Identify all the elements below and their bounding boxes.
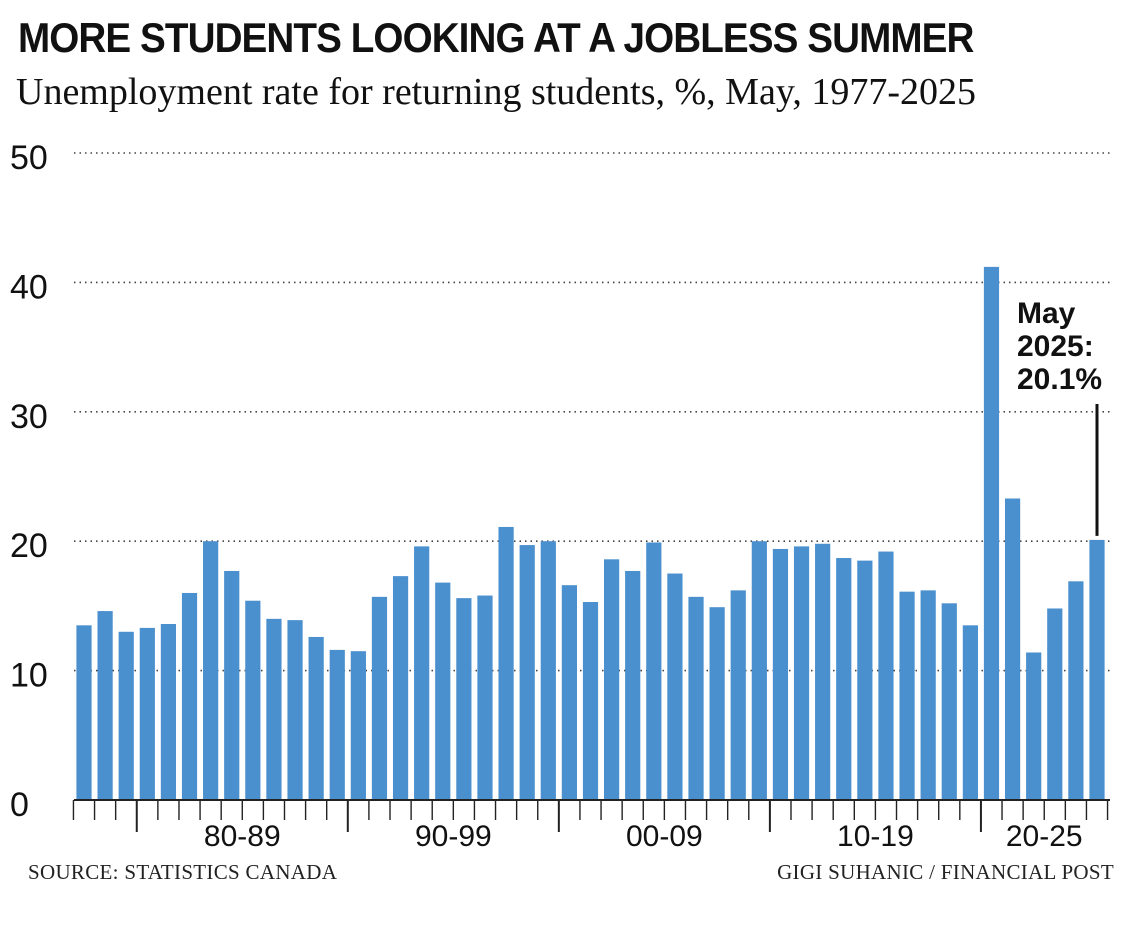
bar: [793, 546, 810, 800]
chart-subtitle: Unemployment rate for returning students…: [16, 71, 977, 113]
x-group-label: 00-09: [626, 820, 703, 853]
bar: [435, 582, 451, 800]
bar: [667, 573, 683, 800]
bar: [519, 545, 535, 800]
source-note: SOURCE: STATISTICS CANADA: [28, 860, 338, 884]
annotation-text: May: [1017, 297, 1076, 330]
bar: [941, 603, 957, 800]
bar: [1026, 652, 1042, 800]
bar: [709, 607, 725, 800]
bar: [371, 596, 388, 800]
bar: [203, 541, 219, 800]
bar: [245, 600, 261, 800]
annotation-text: 20.1%: [1017, 363, 1102, 396]
bar: [1089, 539, 1105, 800]
y-tick-label: 30: [10, 398, 48, 436]
bar: [730, 590, 746, 800]
bar: [350, 651, 366, 800]
bar: [962, 625, 978, 800]
bar: [97, 611, 113, 800]
bar: [625, 570, 641, 800]
bar: [498, 526, 514, 800]
x-group-label: 20-25: [1006, 820, 1083, 853]
bar: [160, 624, 177, 800]
bar: [772, 548, 789, 800]
x-group-label: 10-19: [837, 820, 914, 853]
bar: [878, 551, 894, 800]
bar: [540, 541, 556, 800]
chart-title: MORE STUDENTS LOOKING AT A JOBLESS SUMME…: [18, 14, 974, 61]
credit-note: GIGI SUHANIC / FINANCIAL POST: [777, 860, 1114, 884]
bar: [815, 543, 831, 800]
bar: [899, 591, 915, 800]
bar: [983, 266, 1000, 800]
y-tick-label: 20: [10, 527, 48, 565]
x-group-label: 80-89: [204, 820, 281, 853]
bar: [287, 620, 303, 800]
bar: [688, 596, 704, 800]
bar: [582, 602, 599, 800]
annotation-text: 2025:: [1017, 330, 1094, 363]
bar: [266, 618, 282, 800]
bar: [139, 627, 155, 800]
bar: [561, 585, 577, 800]
bar: [414, 546, 430, 800]
bar: [181, 592, 198, 800]
bar: [857, 560, 873, 800]
bar: [604, 559, 620, 800]
bar: [76, 625, 92, 800]
bar: [920, 590, 936, 800]
bar: [751, 541, 767, 800]
y-tick-label: 10: [10, 657, 48, 695]
bar: [308, 636, 324, 800]
bar: [1004, 498, 1021, 800]
bar: [224, 570, 240, 800]
bar: [1068, 581, 1084, 800]
y-tick-label: 40: [10, 268, 48, 306]
bar: [118, 631, 134, 800]
bar: [646, 542, 662, 800]
bar: [456, 598, 472, 800]
y-tick-label: 0: [10, 786, 29, 824]
bar: [329, 649, 345, 800]
bar: [836, 558, 852, 800]
bar: [477, 595, 493, 800]
bar: [392, 576, 409, 800]
x-group-label: 90-99: [415, 820, 492, 853]
y-tick-label: 50: [10, 139, 48, 177]
bar: [1047, 608, 1063, 800]
